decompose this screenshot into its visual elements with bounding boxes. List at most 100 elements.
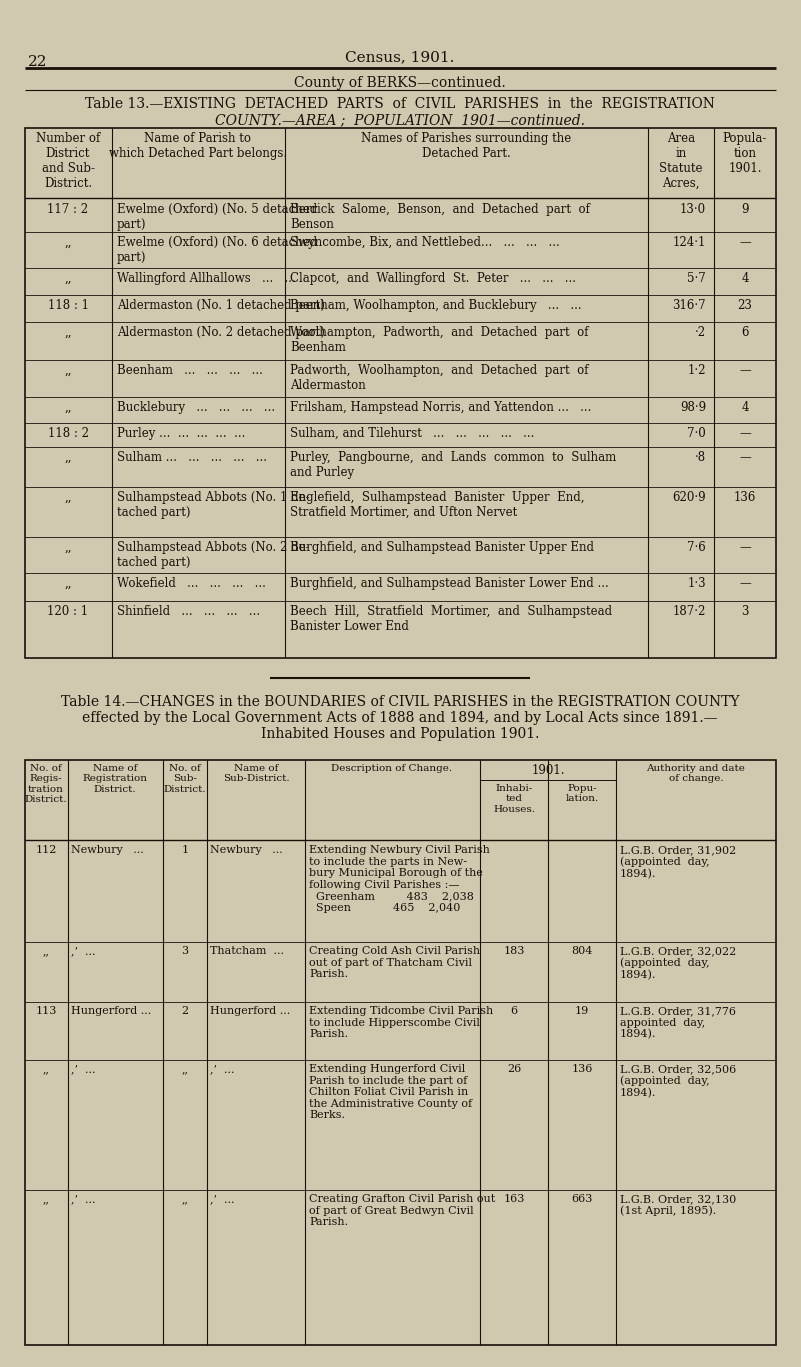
Text: 136: 136 [734,491,756,504]
Text: 118 : 2: 118 : 2 [47,427,88,440]
Text: 1·2: 1·2 [687,364,706,377]
Text: —: — [739,364,751,377]
Text: Creating Cold Ash Civil Parish
out of part of Thatcham Civil
Parish.: Creating Cold Ash Civil Parish out of pa… [309,946,480,979]
Text: ,,: ,, [64,577,72,591]
Text: 3: 3 [182,946,188,956]
Text: 26: 26 [507,1064,521,1074]
Text: 4: 4 [741,401,749,414]
Text: Table 14.—CHANGES in the BOUNDARIES of CIVIL PARISHES in the REGISTRATION COUNTY: Table 14.—CHANGES in the BOUNDARIES of C… [61,694,739,709]
Text: 187·2: 187·2 [673,606,706,618]
Text: effected by the Local Government Acts of 1888 and 1894, and by Local Acts since : effected by the Local Government Acts of… [83,711,718,725]
Text: —: — [739,451,751,463]
Text: L.G.B. Order, 32,022
(appointed  day,
1894).: L.G.B. Order, 32,022 (appointed day, 189… [620,946,736,980]
Text: Area
in
Statute
Acres,: Area in Statute Acres, [659,133,702,190]
Text: 23: 23 [738,299,752,312]
Text: 22: 22 [28,55,47,68]
Text: 804: 804 [571,946,593,956]
Text: Hungerford ...: Hungerford ... [71,1006,151,1016]
Text: ,’  ...: ,’ ... [210,1064,235,1074]
Text: Padworth,  Woolhampton,  and  Detached  part  of
Aldermaston: Padworth, Woolhampton, and Detached part… [290,364,589,392]
Text: Burghfield, and Sulhampstead Banister Lower End ...: Burghfield, and Sulhampstead Banister Lo… [290,577,609,591]
Text: Wallingford Allhallows   ...   ...: Wallingford Allhallows ... ... [117,272,296,284]
Text: Bucklebury   ...   ...   ...   ...: Bucklebury ... ... ... ... [117,401,275,414]
Text: Number of
District
and Sub-
District.: Number of District and Sub- District. [36,133,100,190]
Text: Authority and date
of change.: Authority and date of change. [646,764,746,783]
Text: ,,: ,, [182,1064,188,1074]
Text: ,,: ,, [64,325,72,339]
Text: 113: 113 [35,1006,57,1016]
Text: ,,: ,, [64,491,72,504]
Text: 136: 136 [571,1064,593,1074]
Text: Description of Change.: Description of Change. [332,764,453,772]
Text: Ewelme (Oxford) (No. 6 detached
part): Ewelme (Oxford) (No. 6 detached part) [117,236,317,264]
Text: Popu-
lation.: Popu- lation. [566,785,598,804]
Text: 120 : 1: 120 : 1 [47,606,89,618]
Text: ,,: ,, [64,541,72,554]
Text: ,,: ,, [42,946,50,956]
Text: Frilsham, Hampstead Norris, and Yattendon ...   ...: Frilsham, Hampstead Norris, and Yattendo… [290,401,591,414]
Text: Swyncombe, Bix, and Nettlebed...   ...   ...   ...: Swyncombe, Bix, and Nettlebed... ... ...… [290,236,560,249]
Text: Ewelme (Oxford) (No. 5 detached
part): Ewelme (Oxford) (No. 5 detached part) [117,204,317,231]
Text: ,,: ,, [42,1064,50,1074]
Text: 124·1: 124·1 [673,236,706,249]
Text: 663: 663 [571,1193,593,1204]
Text: Name of
Registration
District.: Name of Registration District. [83,764,147,794]
Text: Beech  Hill,  Stratfield  Mortimer,  and  Sulhampstead
Banister Lower End: Beech Hill, Stratfield Mortimer, and Sul… [290,606,612,633]
Text: Sulhampstead Abbots (No. 1 de-
tached part): Sulhampstead Abbots (No. 1 de- tached pa… [117,491,310,519]
Text: Name of Parish to
which Detached Part belongs.: Name of Parish to which Detached Part be… [109,133,287,160]
Text: Clapcot,  and  Wallingford  St.  Peter   ...   ...   ...: Clapcot, and Wallingford St. Peter ... .… [290,272,576,284]
Text: No. of
Regis-
tration
District.: No. of Regis- tration District. [25,764,67,804]
Text: Aldermaston (No. 2 detached part): Aldermaston (No. 2 detached part) [117,325,325,339]
Text: ,’  ...: ,’ ... [210,1193,235,1204]
Text: Woolhampton,  Padworth,  and  Detached  part  of
Beenham: Woolhampton, Padworth, and Detached part… [290,325,589,354]
Text: Aldermaston (No. 1 detached part): Aldermaston (No. 1 detached part) [117,299,325,312]
Text: Inhabited Houses and Population 1901.: Inhabited Houses and Population 1901. [261,727,539,741]
Text: Newbury   ...: Newbury ... [210,845,283,854]
Text: Beenham, Woolhampton, and Bucklebury   ...   ...: Beenham, Woolhampton, and Bucklebury ...… [290,299,582,312]
Text: ·8: ·8 [695,451,706,463]
Text: 2: 2 [182,1006,188,1016]
Bar [25,760,776,1345]
Text: 620·9: 620·9 [672,491,706,504]
Text: ,’  ...: ,’ ... [71,1064,95,1074]
Text: 1901.: 1901. [531,764,565,776]
Text: L.G.B. Order, 32,506
(appointed  day,
1894).: L.G.B. Order, 32,506 (appointed day, 189… [620,1064,736,1098]
Text: —: — [739,236,751,249]
Text: Sulham, and Tilehurst   ...   ...   ...   ...   ...: Sulham, and Tilehurst ... ... ... ... ..… [290,427,534,440]
Text: 5·7: 5·7 [687,272,706,284]
Text: 4: 4 [741,272,749,284]
Text: 6: 6 [741,325,749,339]
Text: 9: 9 [741,204,749,216]
Text: County of BERKS—continued.: County of BERKS—continued. [294,77,506,90]
Text: Extending Tidcombe Civil Parish
to include Hipperscombe Civil
Parish.: Extending Tidcombe Civil Parish to inclu… [309,1006,493,1039]
Text: Shinfield   ...   ...   ...   ...: Shinfield ... ... ... ... [117,606,260,618]
Text: 183: 183 [503,946,525,956]
Text: ,,: ,, [64,451,72,463]
Text: 13·0: 13·0 [680,204,706,216]
Text: Sulham ...   ...   ...   ...   ...: Sulham ... ... ... ... ... [117,451,267,463]
Text: Name of
Sub-District.: Name of Sub-District. [223,764,289,783]
Text: Burghfield, and Sulhampstead Banister Upper End: Burghfield, and Sulhampstead Banister Up… [290,541,594,554]
Text: 117 : 2: 117 : 2 [47,204,89,216]
Text: Census, 1901.: Census, 1901. [345,51,455,64]
Text: Extending Newbury Civil Parish
to include the parts in New-
bury Municipal Borou: Extending Newbury Civil Parish to includ… [309,845,490,913]
Text: Thatcham  ...: Thatcham ... [210,946,284,956]
Bar [25,128,776,658]
Text: Englefield,  Sulhampstead  Banister  Upper  End,
Stratfield Mortimer, and Ufton : Englefield, Sulhampstead Banister Upper … [290,491,585,519]
Text: L.G.B. Order, 31,776
appointed  day,
1894).: L.G.B. Order, 31,776 appointed day, 1894… [620,1006,736,1039]
Text: Table 13.—EXISTING  DETACHED  PARTS  of  CIVIL  PARISHES  in  the  REGISTRATION: Table 13.—EXISTING DETACHED PARTS of CIV… [85,97,715,111]
Text: 7·6: 7·6 [687,541,706,554]
Text: L.G.B. Order, 31,902
(appointed  day,
1894).: L.G.B. Order, 31,902 (appointed day, 189… [620,845,736,879]
Text: Popula-
tion
1901.: Popula- tion 1901. [723,133,767,175]
Text: 19: 19 [575,1006,589,1016]
Text: ,,: ,, [64,401,72,414]
Text: —: — [739,541,751,554]
Text: ,,: ,, [64,364,72,377]
Text: 316·7: 316·7 [672,299,706,312]
Text: Wokefield   ...   ...   ...   ...: Wokefield ... ... ... ... [117,577,266,591]
Text: 1·3: 1·3 [687,577,706,591]
Text: Hungerford ...: Hungerford ... [210,1006,290,1016]
Text: 7·0: 7·0 [687,427,706,440]
Text: Inhabi-
ted
Houses.: Inhabi- ted Houses. [493,785,535,813]
Text: ,,: ,, [42,1193,50,1204]
